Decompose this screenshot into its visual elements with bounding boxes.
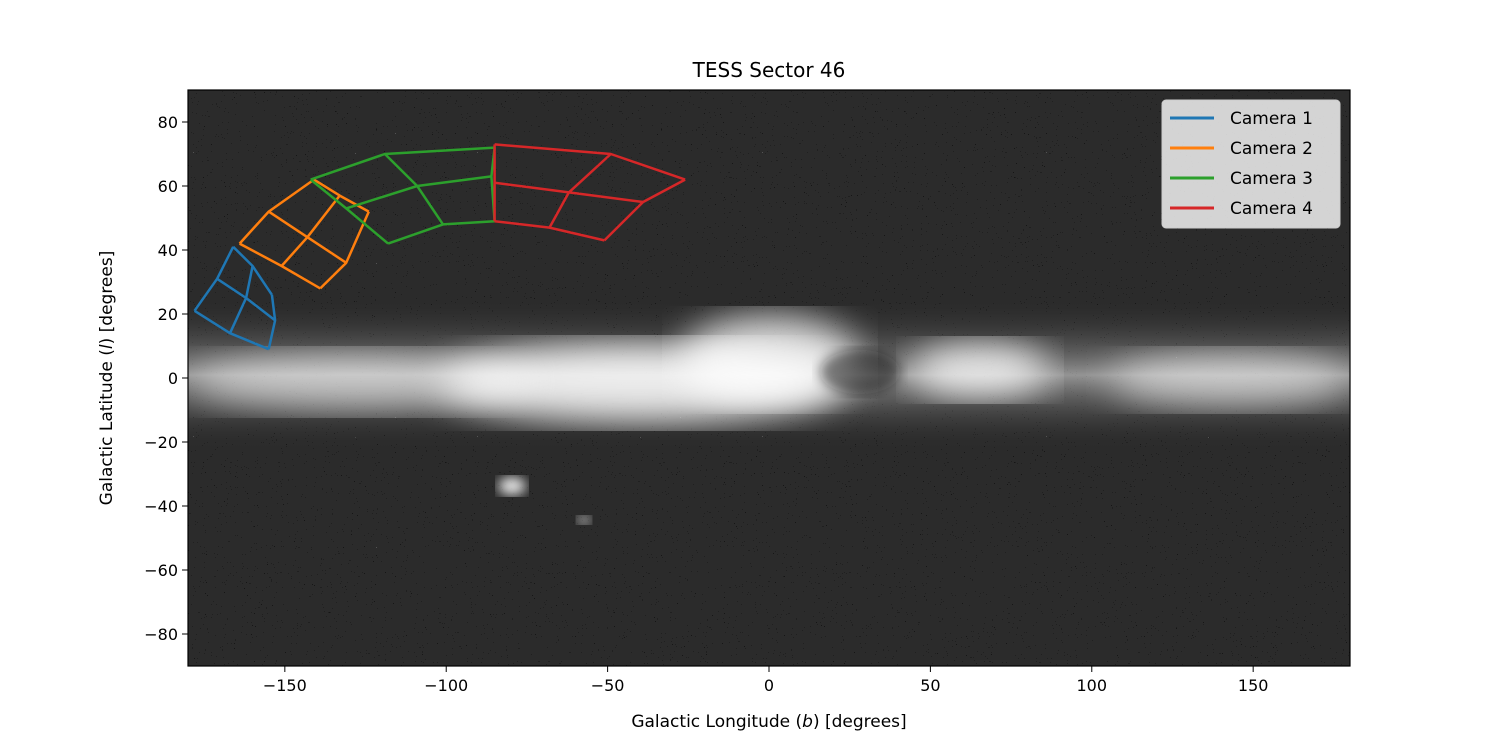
y-tick-label: −60 bbox=[144, 561, 178, 580]
x-tick-label: 100 bbox=[1077, 676, 1108, 695]
y-axis-label-pre: Galactic Latitude ( bbox=[97, 349, 117, 505]
camera-2-grid-line bbox=[238, 178, 315, 245]
camera-3-grid-line bbox=[387, 219, 495, 245]
legend-box bbox=[1161, 99, 1341, 229]
legend-label: Camera 4 bbox=[1230, 199, 1313, 219]
x-axis-label-var: b bbox=[802, 712, 813, 732]
camera-3-grid-line bbox=[310, 146, 495, 181]
y-axis-label: Galactic Latitude (l) [degrees] bbox=[97, 251, 117, 506]
camera-1-grid-line bbox=[228, 265, 254, 334]
legend-label: Camera 3 bbox=[1230, 169, 1313, 189]
camera-2-grid-line bbox=[280, 194, 341, 267]
camera-4-grid-line bbox=[494, 143, 686, 181]
y-axis-label-post: ) [degrees] bbox=[97, 251, 117, 345]
x-axis-label-pre: Galactic Longitude ( bbox=[631, 712, 802, 732]
x-tick-label: 150 bbox=[1238, 676, 1269, 695]
y-tick-label: 60 bbox=[158, 177, 178, 196]
camera-1-grid-line bbox=[267, 294, 277, 350]
y-tick-label: −40 bbox=[144, 497, 178, 516]
x-axis-label-post: ) [degrees] bbox=[813, 712, 907, 732]
milky-way-band bbox=[188, 300, 1350, 450]
camera-4-grid-line bbox=[494, 219, 605, 242]
camera-3-footprint bbox=[309, 146, 496, 245]
camera-1-footprint bbox=[193, 245, 277, 351]
y-tick-label: 80 bbox=[158, 113, 178, 132]
legend-label: Camera 2 bbox=[1230, 139, 1313, 159]
x-tick-label: −100 bbox=[424, 676, 468, 695]
x-tick-label: −150 bbox=[263, 676, 307, 695]
camera-4-grid-line bbox=[494, 181, 644, 204]
camera-2-grid-line bbox=[319, 211, 370, 290]
x-tick-label: 0 bbox=[764, 676, 774, 695]
camera-footprints bbox=[193, 143, 686, 351]
y-tick-label: −20 bbox=[144, 433, 178, 452]
y-axis-label-var: l bbox=[97, 344, 117, 349]
x-axis-ticks: −150 −100 −50 0 50 100 150 bbox=[263, 666, 1269, 695]
chart-title: TESS Sector 46 bbox=[692, 58, 846, 82]
y-tick-label: 40 bbox=[158, 241, 178, 260]
x-axis-label: Galactic Longitude (b) [degrees] bbox=[631, 712, 906, 732]
y-tick-label: 0 bbox=[168, 369, 178, 388]
x-tick-label: −50 bbox=[591, 676, 625, 695]
sky-map-background bbox=[188, 90, 1350, 666]
y-tick-label: 20 bbox=[158, 305, 178, 324]
x-tick-label: 50 bbox=[920, 676, 940, 695]
y-axis-ticks: −80 −60 −40 −20 0 20 40 60 80 bbox=[144, 113, 188, 644]
legend-label: Camera 1 bbox=[1230, 109, 1313, 129]
camera-3-grid-line bbox=[345, 175, 492, 210]
y-tick-label: −80 bbox=[144, 625, 178, 644]
camera-2-footprint bbox=[238, 178, 370, 290]
camera-4-footprint bbox=[493, 143, 686, 242]
legend: Camera 1 Camera 2 Camera 3 Camera 4 bbox=[1161, 99, 1341, 229]
magellanic-clouds bbox=[498, 477, 591, 524]
camera-1-grid-line bbox=[193, 246, 235, 312]
